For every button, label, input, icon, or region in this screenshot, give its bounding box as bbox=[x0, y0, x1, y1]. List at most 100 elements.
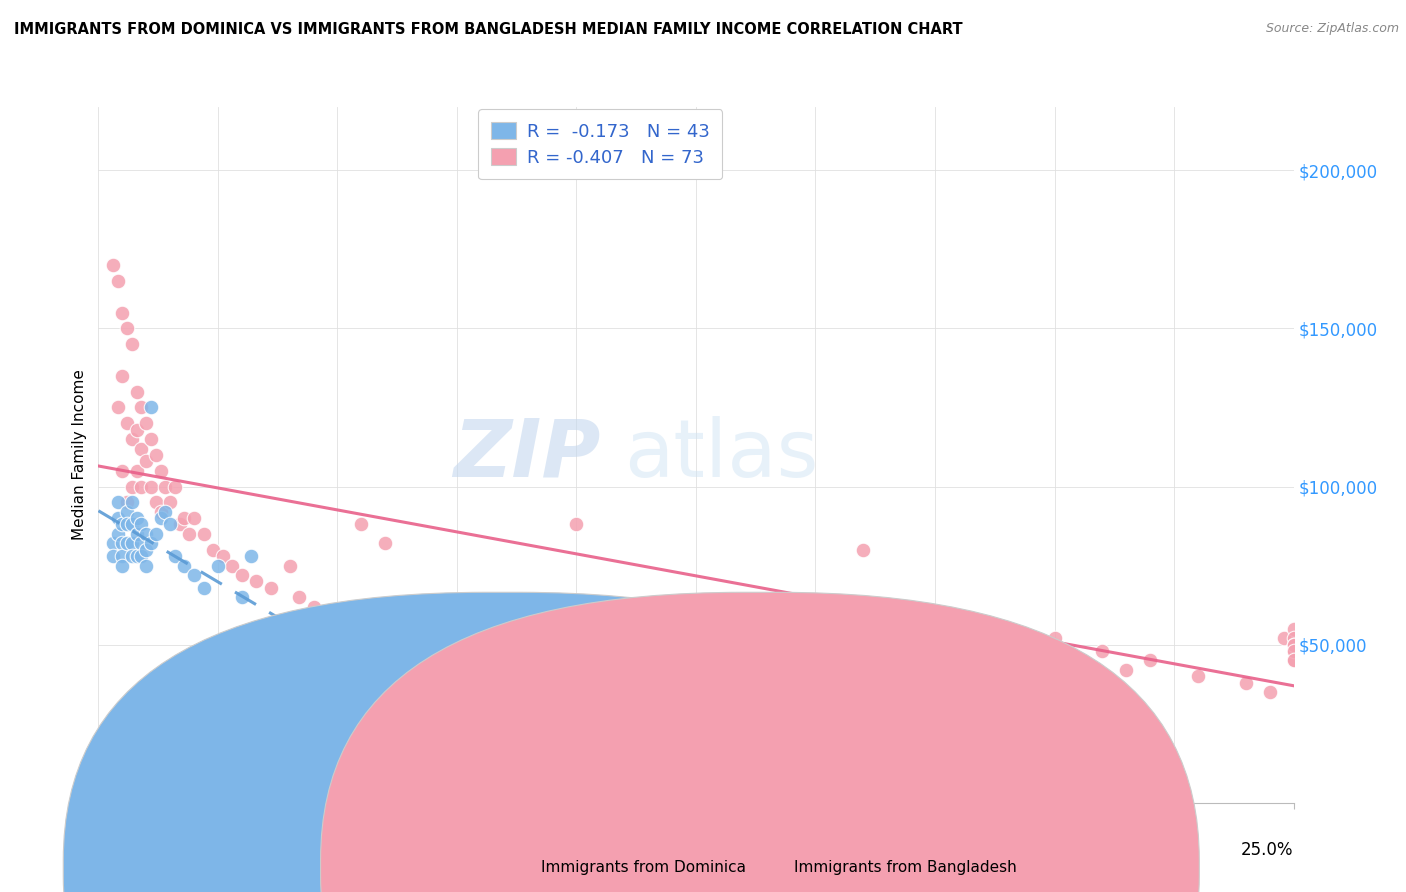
Point bbox=[145, 527, 167, 541]
Point bbox=[1043, 632, 1066, 646]
Point bbox=[111, 549, 134, 563]
Point bbox=[111, 558, 134, 573]
Point bbox=[115, 417, 138, 431]
Text: Immigrants from Bangladesh: Immigrants from Bangladesh bbox=[794, 860, 1017, 874]
Point bbox=[115, 495, 138, 509]
Point bbox=[613, 622, 636, 636]
Point bbox=[107, 401, 129, 415]
Point bbox=[121, 536, 143, 550]
Point bbox=[202, 542, 225, 557]
Point bbox=[131, 549, 153, 563]
Point bbox=[207, 558, 229, 573]
Point bbox=[107, 511, 129, 525]
Point bbox=[149, 511, 172, 525]
Point bbox=[131, 536, 153, 550]
Point bbox=[159, 517, 181, 532]
Point bbox=[326, 606, 349, 620]
Point bbox=[221, 558, 243, 573]
Point bbox=[125, 527, 148, 541]
Point bbox=[245, 574, 267, 589]
Point bbox=[259, 581, 281, 595]
Point bbox=[125, 511, 148, 525]
Y-axis label: Median Family Income: Median Family Income bbox=[72, 369, 87, 541]
Point bbox=[1282, 638, 1305, 652]
Point bbox=[169, 517, 191, 532]
Point bbox=[125, 384, 148, 399]
Point bbox=[231, 568, 253, 582]
Point bbox=[139, 479, 162, 493]
Point bbox=[179, 527, 201, 541]
Point bbox=[565, 517, 588, 532]
Point bbox=[121, 517, 143, 532]
Point bbox=[163, 549, 186, 563]
Point bbox=[1187, 669, 1209, 683]
Point bbox=[107, 527, 129, 541]
Point bbox=[163, 479, 186, 493]
Point bbox=[101, 258, 124, 272]
Text: IMMIGRANTS FROM DOMINICA VS IMMIGRANTS FROM BANGLADESH MEDIAN FAMILY INCOME CORR: IMMIGRANTS FROM DOMINICA VS IMMIGRANTS F… bbox=[14, 22, 963, 37]
Point bbox=[269, 675, 291, 690]
Point bbox=[517, 632, 540, 646]
Point bbox=[374, 685, 396, 699]
Point bbox=[231, 591, 253, 605]
Point bbox=[111, 305, 134, 319]
Legend: R =  -0.173   N = 43, R = -0.407   N = 73: R = -0.173 N = 43, R = -0.407 N = 73 bbox=[478, 109, 723, 179]
Point bbox=[211, 549, 233, 563]
Point bbox=[374, 536, 396, 550]
Point bbox=[1282, 638, 1305, 652]
Point bbox=[240, 549, 263, 563]
Point bbox=[159, 495, 181, 509]
Point bbox=[852, 542, 875, 557]
Point bbox=[145, 495, 167, 509]
Point bbox=[173, 511, 195, 525]
Point bbox=[149, 505, 172, 519]
Point bbox=[125, 464, 148, 478]
Point bbox=[125, 423, 148, 437]
Text: atlas: atlas bbox=[624, 416, 818, 494]
Point bbox=[111, 368, 134, 383]
Point bbox=[107, 274, 129, 288]
Point bbox=[1282, 653, 1305, 667]
Point bbox=[350, 517, 373, 532]
Point bbox=[121, 479, 143, 493]
Point bbox=[1282, 644, 1305, 658]
Point bbox=[111, 464, 134, 478]
Point bbox=[155, 479, 177, 493]
Point bbox=[398, 612, 420, 626]
Point bbox=[139, 401, 162, 415]
Point bbox=[948, 638, 970, 652]
Point bbox=[135, 558, 157, 573]
Point bbox=[107, 495, 129, 509]
Point bbox=[1139, 653, 1161, 667]
Point bbox=[350, 653, 373, 667]
Point bbox=[1272, 632, 1295, 646]
Point bbox=[804, 632, 827, 646]
Point bbox=[183, 511, 205, 525]
Point bbox=[1258, 685, 1281, 699]
Point bbox=[326, 622, 349, 636]
Text: ZIP: ZIP bbox=[453, 416, 600, 494]
Point bbox=[139, 432, 162, 446]
Point bbox=[470, 622, 492, 636]
Point bbox=[709, 638, 731, 652]
Point bbox=[135, 417, 157, 431]
Point bbox=[278, 558, 301, 573]
Text: 0.0%: 0.0% bbox=[98, 841, 141, 859]
Point bbox=[995, 653, 1018, 667]
Point bbox=[121, 432, 143, 446]
Point bbox=[125, 549, 148, 563]
Point bbox=[115, 517, 138, 532]
Text: Immigrants from Dominica: Immigrants from Dominica bbox=[541, 860, 747, 874]
Point bbox=[131, 401, 153, 415]
Point bbox=[111, 536, 134, 550]
Point bbox=[1115, 663, 1137, 677]
Point bbox=[115, 505, 138, 519]
Point bbox=[121, 337, 143, 351]
Point bbox=[139, 536, 162, 550]
Point bbox=[131, 442, 153, 456]
Point bbox=[173, 558, 195, 573]
Point bbox=[302, 599, 325, 614]
Point bbox=[111, 517, 134, 532]
Point bbox=[135, 542, 157, 557]
Point bbox=[121, 495, 143, 509]
